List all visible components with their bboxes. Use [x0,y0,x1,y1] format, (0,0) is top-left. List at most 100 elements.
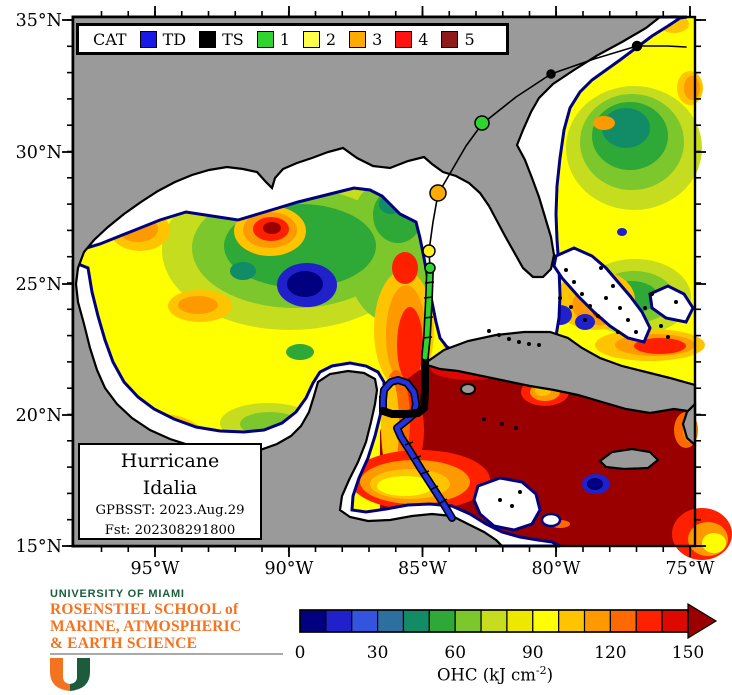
colorbar-segment [299,609,327,633]
colorbar-segment [402,609,430,633]
legend-swatch [395,30,413,48]
storm-position-ts [546,69,556,79]
track-tick [423,296,434,299]
track-ts-segment [379,353,429,418]
island-speckle [588,304,592,308]
island-speckle [616,330,620,334]
ohc-blob [684,76,700,100]
colorbar-segment [377,609,405,633]
ohc-blob [178,296,218,314]
legend-swatch [349,30,367,48]
y-axis-label: 25°N [16,275,62,295]
school-name-line1: ROSENSTIEL SCHOOL of [50,601,239,618]
land-north-america [71,15,664,548]
no-data-bank [540,512,562,528]
legend-item-4: 4 [395,30,428,49]
legend-item-5: 5 [441,29,475,49]
legend-item-1: 1 [256,30,290,49]
y-axis-label: 35°N [16,11,62,31]
colorbar-segment [480,609,508,633]
logo-u-right [70,658,90,691]
colorbar-tick-label: 0 [295,643,306,663]
island-speckle [674,300,678,304]
track-tick [438,498,448,505]
track-tick [404,441,414,446]
storm-position-ts [631,40,643,52]
colorbar-segment [609,609,637,633]
branding-divider [50,653,283,655]
ohc-blob [587,478,603,490]
island-speckle [596,314,600,318]
ohc-blob [593,116,615,130]
track-tick [423,316,434,319]
unit-superscript: -2 [535,664,547,677]
island-speckle [514,426,518,430]
island-speckle [650,292,654,296]
island-speckle [482,417,486,421]
colorbar-tick-label: 30 [367,643,389,663]
island-speckle [611,284,615,288]
colorbar-tick-label: 90 [522,643,544,663]
island-speckle [572,280,576,284]
forecast-time-label: Fst: 202308291800 [104,523,236,538]
island-speckle [500,422,504,426]
track-tick [424,281,435,284]
school-name-line3: & EARTH SCIENCE [50,635,198,652]
ohc-blob [617,228,627,236]
legend-swatch [441,30,459,48]
colorbar-arrow [687,602,718,640]
school-name-line2: MARINE, ATMOSPHERIC [50,618,242,635]
colorbar-segment [583,609,611,633]
track-tick [422,336,433,339]
island-speckle [498,498,502,502]
warm-eddy-core [263,222,281,234]
island-speckle [527,342,531,346]
unit-suffix: ) [546,665,554,685]
colorbar-segment [558,609,586,633]
x-axis-label: 75°W [665,559,714,579]
colorbar-tick-label: 150 [672,643,704,663]
category-legend: CAT TD TS 1 2 3 4 5 [76,23,509,55]
legend-label: 2 [325,29,337,49]
legend-title: CAT [93,29,127,49]
colorbar-border [299,609,689,633]
island-speckle [564,268,568,272]
x-axis-label: 80°W [531,559,580,579]
ohc-blob [377,476,433,496]
track-tick [420,470,430,475]
legend-swatch [199,30,217,48]
x-axis-label: 85°W [398,559,447,579]
storm-position-cat3 [429,184,447,202]
island-speckle [569,305,573,309]
storm-type-label: Hurricane [120,450,220,472]
storm-position-cat2 [422,244,436,258]
y-axis-label: 30°N [16,143,62,163]
legend-label: 4 [418,29,429,49]
no-data-bank [472,476,542,532]
island-speckle [643,306,647,310]
unit-prefix: OHC (kJ cm [436,665,536,685]
y-axis-label: 15°N [16,537,62,557]
colorbar-segment [532,609,560,633]
land-jamaica [598,447,660,471]
legend-label: TS [222,29,244,49]
colorbar-segment [661,609,689,633]
legend-swatch [139,30,157,48]
legend-item-2: 2 [302,29,337,49]
storm-name-label: Idalia [142,477,198,499]
ohc-blob [230,262,256,280]
colorbar-segment [506,609,534,633]
logo-u-left [50,658,70,691]
university-name: UNIVERSITY OF MIAMI [50,588,185,600]
colorbar-segment [428,609,456,633]
legend-label: 5 [464,29,475,49]
ohc-blob [286,344,314,360]
legend-swatch [302,30,320,48]
university-miami-logo [50,658,90,691]
island-speckle [518,490,522,494]
map-frame [71,15,697,548]
legend-label: TD [162,29,187,49]
colorbar-tick-label: 60 [444,643,466,663]
